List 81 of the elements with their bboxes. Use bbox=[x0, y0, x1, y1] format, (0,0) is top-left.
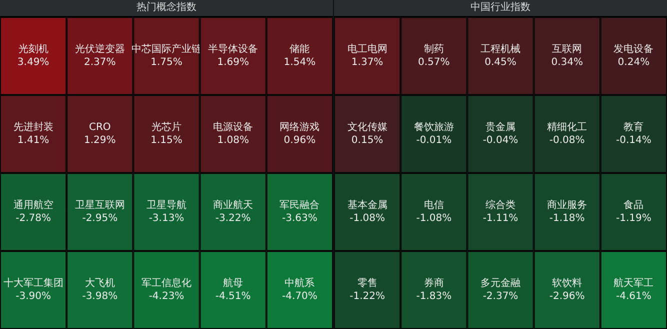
category-label: 综合类 bbox=[486, 199, 516, 212]
category-label: 航母 bbox=[223, 277, 244, 290]
category-label: 光刻机 bbox=[18, 43, 48, 56]
category-label: 商业服务 bbox=[547, 199, 588, 212]
data-label: -0.01% bbox=[416, 135, 452, 146]
category-label: 卫星导航 bbox=[146, 199, 186, 212]
category-label: 电工电网 bbox=[347, 43, 388, 56]
category-label: 储能 bbox=[290, 43, 310, 56]
data-label: 0.45% bbox=[484, 57, 516, 68]
data-label: -1.08% bbox=[350, 213, 385, 224]
category-label: 电源设备 bbox=[213, 121, 254, 134]
data-label: -1.08% bbox=[416, 213, 452, 224]
category-label: 食品 bbox=[624, 199, 644, 212]
data-label: -4.51% bbox=[215, 291, 251, 302]
data-label: -1.83% bbox=[416, 291, 452, 302]
category-label: 军民融合 bbox=[280, 199, 320, 212]
category-label: 网络游戏 bbox=[280, 121, 320, 134]
data-label: 0.24% bbox=[618, 57, 650, 68]
category-label: 电信 bbox=[424, 199, 444, 212]
category-label: 餐饮旅游 bbox=[414, 121, 454, 134]
category-label: 商业航天 bbox=[213, 199, 254, 212]
data-label: 1.37% bbox=[351, 57, 384, 68]
data-label: -1.19% bbox=[616, 213, 652, 224]
data-label: 0.34% bbox=[551, 57, 583, 68]
data-label: -2.37% bbox=[482, 291, 518, 302]
data-label: -0.08% bbox=[549, 135, 585, 146]
category-label: 工程机械 bbox=[480, 43, 520, 56]
category-label: 制药 bbox=[424, 43, 444, 56]
category-label: 卫星互联网 bbox=[74, 199, 125, 212]
category-label: 软饮料 bbox=[552, 277, 582, 290]
data-label: -3.13% bbox=[148, 213, 184, 224]
data-label: 3.49% bbox=[17, 57, 50, 68]
category-label: 券商 bbox=[424, 277, 444, 290]
data-label: -1.11% bbox=[482, 213, 518, 224]
category-label: 通用航空 bbox=[13, 199, 54, 212]
category-label: 光伏逆变器 bbox=[74, 43, 125, 56]
category-label: 先进封装 bbox=[13, 121, 54, 134]
data-label: 1.54% bbox=[284, 57, 316, 68]
category-label: 贵金属 bbox=[486, 121, 516, 134]
data-label: -4.23% bbox=[148, 291, 184, 302]
data-label: 1.75% bbox=[150, 57, 182, 68]
category-label: 发电设备 bbox=[614, 43, 654, 56]
category-label: 十大军工集团 bbox=[3, 277, 64, 290]
data-label: 2.37% bbox=[84, 57, 116, 68]
data-label: -3.63% bbox=[282, 213, 318, 224]
data-label: 1.08% bbox=[217, 135, 249, 146]
data-label: -3.90% bbox=[16, 291, 51, 302]
data-label: 0.15% bbox=[351, 135, 384, 146]
category-label: 半导体设备 bbox=[208, 43, 258, 56]
category-label: 教育 bbox=[624, 121, 644, 134]
data-label: -1.22% bbox=[350, 291, 385, 302]
data-label: -2.95% bbox=[82, 213, 118, 224]
category-label: 零售 bbox=[357, 277, 378, 290]
data-label: -3.98% bbox=[82, 291, 118, 302]
category-label: 航天军工 bbox=[614, 277, 654, 290]
category-label: 基本金属 bbox=[347, 199, 388, 212]
category-label: 精细化工 bbox=[547, 121, 588, 134]
data-label: 1.29% bbox=[84, 135, 116, 146]
category-label: 中航系 bbox=[284, 277, 315, 290]
text: 热门概念指数 bbox=[0, 0, 333, 17]
data-label: 1.69% bbox=[217, 57, 249, 68]
category-label: 互联网 bbox=[552, 43, 582, 56]
category-label: 大飞机 bbox=[84, 277, 115, 290]
data-label: -2.96% bbox=[549, 291, 585, 302]
data-label: 1.15% bbox=[150, 135, 182, 146]
data-label: -2.78% bbox=[16, 213, 51, 224]
data-label: 0.96% bbox=[284, 135, 316, 146]
category-label: 光芯片 bbox=[152, 121, 182, 134]
category-label: 多元金融 bbox=[480, 277, 520, 290]
data-label: -0.04% bbox=[482, 135, 518, 146]
data-label: 1.41% bbox=[17, 135, 50, 146]
data-label: -0.14% bbox=[616, 135, 652, 146]
data-label: 0.57% bbox=[418, 57, 450, 68]
data-label: -4.70% bbox=[282, 291, 318, 302]
category-label: 军工信息化 bbox=[142, 277, 192, 290]
category-label: CRO bbox=[88, 122, 111, 134]
data-label: -4.61% bbox=[616, 291, 652, 302]
data-label: -3.22% bbox=[215, 213, 251, 224]
category-label: 文化传媒 bbox=[347, 121, 388, 134]
text: 中国行业指数 bbox=[334, 0, 667, 17]
data-label: -1.18% bbox=[549, 213, 585, 224]
